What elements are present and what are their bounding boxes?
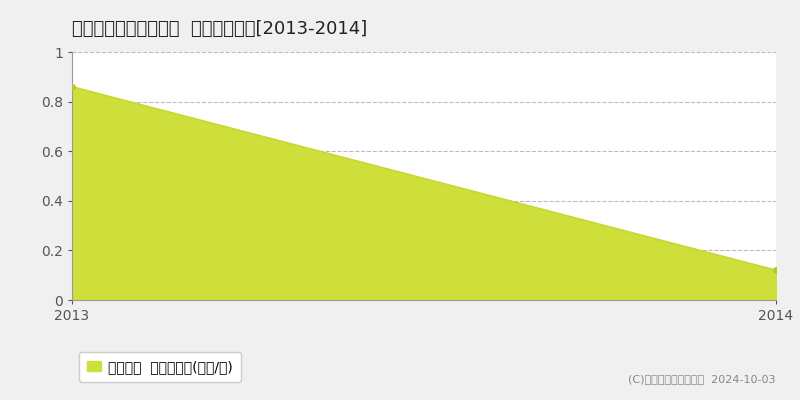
Legend: 土地価格  平均坪単価(万円/坪): 土地価格 平均坪単価(万円/坪) (79, 352, 241, 382)
Text: (C)土地価格ドットコム  2024-10-03: (C)土地価格ドットコム 2024-10-03 (629, 374, 776, 384)
Text: 東蒲原郡阿賀町日出谷  土地価格推移[2013-2014]: 東蒲原郡阿賀町日出谷 土地価格推移[2013-2014] (72, 20, 367, 38)
